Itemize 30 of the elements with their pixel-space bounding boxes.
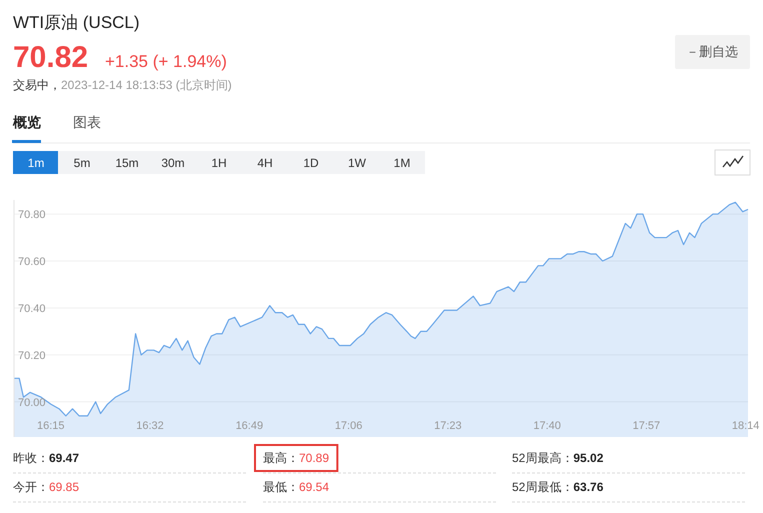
text: 交易中， [13, 78, 61, 92]
xtick: 16:49 [236, 420, 264, 432]
text: 30m [161, 156, 185, 170]
xtick: 17:06 [334, 420, 362, 432]
ytick: 70.60 [18, 256, 46, 268]
text: 1M [394, 156, 410, 170]
text: 2023-12-14 18:13:53 (北京时间) [61, 78, 232, 92]
ytick: 70.00 [18, 396, 46, 409]
ytick: 70.40 [18, 302, 46, 315]
text: +1.35 (+ 1.94%) [105, 52, 227, 71]
xtick: 18:14 [732, 420, 760, 432]
text: 1H [211, 156, 227, 170]
text: 5m [74, 156, 90, 170]
text: 15m [115, 156, 139, 170]
text: 图表 [73, 114, 101, 130]
text: 1W [348, 156, 367, 170]
text: 4H [257, 156, 273, 170]
title: WTI原油 (USCL) [13, 13, 140, 32]
xtick: 17:40 [533, 420, 561, 432]
ytick: 70.80 [18, 209, 46, 222]
text: 概览 [12, 114, 41, 130]
xtick: 16:32 [136, 420, 164, 432]
text: 70.82 [13, 41, 88, 74]
xtick: 17:23 [434, 420, 462, 432]
xtick: 16:15 [37, 420, 65, 432]
text: 1m [28, 156, 44, 170]
ytick: 70.20 [18, 350, 46, 362]
text: －删自选 [686, 44, 738, 59]
xtick: 17:57 [632, 420, 660, 432]
text: 1D [303, 156, 319, 170]
